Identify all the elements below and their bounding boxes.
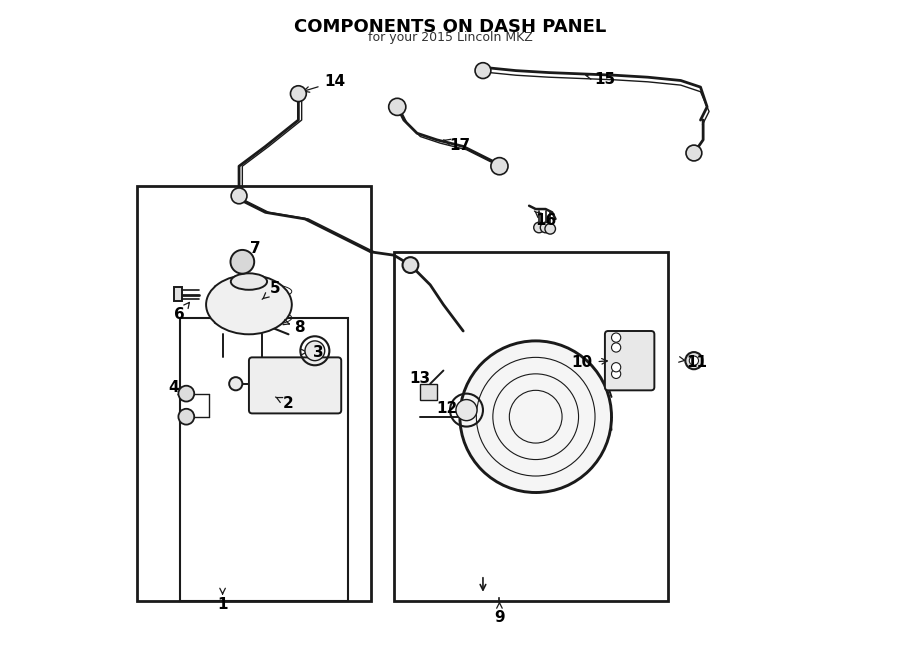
Circle shape [540, 222, 551, 233]
Text: 11: 11 [687, 355, 707, 370]
Circle shape [460, 341, 611, 493]
Circle shape [389, 98, 406, 115]
Text: 15: 15 [594, 71, 616, 87]
Text: 8: 8 [294, 320, 305, 335]
Circle shape [231, 188, 247, 204]
Circle shape [611, 333, 621, 342]
Text: 4: 4 [167, 379, 178, 395]
Text: 10: 10 [572, 355, 592, 370]
Bar [175, 287, 183, 301]
Circle shape [402, 257, 418, 273]
Circle shape [491, 158, 508, 175]
Text: 5: 5 [270, 281, 281, 296]
Text: 12: 12 [436, 401, 457, 416]
Text: 16: 16 [535, 213, 556, 228]
Circle shape [689, 356, 698, 365]
FancyBboxPatch shape [249, 357, 341, 413]
Circle shape [475, 63, 491, 79]
Ellipse shape [206, 275, 292, 334]
Circle shape [685, 352, 703, 369]
Bar [137, 186, 371, 601]
Text: COMPONENTS ON DASH PANEL: COMPONENTS ON DASH PANEL [294, 18, 606, 36]
Text: 7: 7 [250, 241, 261, 256]
Text: 2: 2 [284, 396, 294, 411]
Bar [180, 318, 347, 601]
Circle shape [544, 224, 555, 234]
Circle shape [291, 86, 306, 101]
Circle shape [305, 341, 325, 361]
Circle shape [686, 145, 702, 161]
Circle shape [534, 222, 544, 233]
Circle shape [611, 369, 621, 379]
Text: 14: 14 [324, 74, 346, 89]
Circle shape [230, 377, 242, 391]
Circle shape [178, 386, 194, 402]
Text: 9: 9 [494, 610, 505, 626]
Bar [420, 384, 436, 401]
FancyBboxPatch shape [605, 331, 654, 391]
Circle shape [611, 343, 621, 352]
Bar [394, 252, 668, 601]
Ellipse shape [230, 273, 267, 290]
Text: 1: 1 [217, 597, 228, 612]
Circle shape [178, 409, 194, 424]
Text: 13: 13 [410, 371, 431, 386]
Circle shape [611, 363, 621, 372]
Text: 6: 6 [175, 307, 185, 322]
Text: 17: 17 [449, 138, 471, 153]
Text: for your 2015 Lincoln MKZ: for your 2015 Lincoln MKZ [367, 31, 533, 44]
Text: 3: 3 [313, 345, 323, 359]
Circle shape [456, 400, 477, 420]
Circle shape [230, 250, 254, 273]
